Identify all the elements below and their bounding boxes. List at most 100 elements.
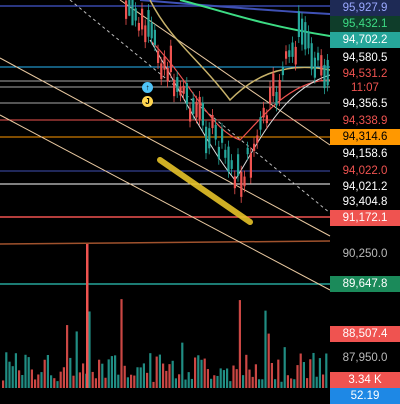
price-label: 94,314.6 <box>330 129 400 145</box>
candle-body <box>217 146 220 159</box>
candle-body <box>208 128 211 149</box>
candle-body <box>320 55 323 76</box>
volume-bar <box>24 354 27 388</box>
candle-body <box>214 124 217 140</box>
price-label: 94,158.6 <box>330 146 400 162</box>
candle-body <box>230 160 233 169</box>
price-axis[interactable]: 95,927.9 95,432.1 94,702.2 94,580.5 94,5… <box>328 0 400 404</box>
price-label: 94,022.0 <box>330 163 400 179</box>
candle-body <box>182 85 185 94</box>
candle-body <box>157 50 160 63</box>
price-label: 89,647.8 <box>330 276 400 292</box>
candle-body <box>125 0 128 19</box>
volume-bar <box>299 353 302 388</box>
volume-bar <box>56 381 59 388</box>
volume-bar <box>149 353 152 388</box>
volume-bar <box>66 325 69 388</box>
volume-bar <box>46 354 49 388</box>
ma-red <box>149 39 331 141</box>
price-label: 94,580.5 <box>330 50 400 66</box>
price-label: 94,356.5 <box>330 96 400 112</box>
volume-bar <box>27 357 30 388</box>
volume-bar <box>187 372 190 388</box>
volume-bar <box>312 352 315 388</box>
candle-body <box>297 11 300 37</box>
volume-bar <box>21 375 24 388</box>
candle-body <box>150 22 153 39</box>
volume-bar <box>296 365 299 388</box>
volume-bar <box>293 379 296 388</box>
volume-bar <box>11 366 14 388</box>
candle-body <box>169 45 172 73</box>
volume-bar <box>261 379 264 388</box>
volume-bar <box>174 378 177 388</box>
volume-bar <box>126 377 129 388</box>
candle-body <box>256 135 259 143</box>
volume-bar <box>229 381 232 388</box>
price-label: 88,507.4 <box>330 326 400 342</box>
trendline-lower <box>0 114 331 291</box>
volume-bar <box>30 369 33 388</box>
candle-body <box>141 8 144 30</box>
candle-body <box>272 73 275 97</box>
trendline-upper <box>0 57 331 237</box>
alert-marker-2[interactable]: J <box>142 96 153 107</box>
volume-bar <box>197 355 200 388</box>
volume-bar <box>158 354 161 388</box>
volume-bar <box>277 359 280 388</box>
volume-bar <box>165 370 168 388</box>
volume-bar <box>306 378 309 388</box>
price-label: 94,021.2 <box>330 179 400 195</box>
candle-body <box>176 77 179 92</box>
volume-bar <box>72 375 75 388</box>
volume-bar <box>302 362 305 388</box>
candle-body <box>237 154 240 176</box>
candle-body <box>163 56 166 70</box>
candle-body <box>291 42 294 57</box>
volume-bar <box>152 381 155 388</box>
candle-body <box>233 176 236 189</box>
candle-body <box>211 114 214 129</box>
candle-body <box>326 59 329 86</box>
candle-body <box>269 87 272 105</box>
candle-body <box>281 67 284 76</box>
volume-bar <box>184 379 187 388</box>
price-label: 95,432.1 <box>330 16 400 32</box>
ma-yellow <box>149 0 331 102</box>
candle-body <box>288 50 291 57</box>
volume-bar <box>133 375 136 388</box>
volume-bar <box>139 367 142 388</box>
candle-body <box>275 91 278 106</box>
candle-body <box>128 0 131 16</box>
candle-body <box>189 108 192 122</box>
volume-bar <box>200 359 203 388</box>
candle-body <box>317 52 320 61</box>
volume-bar <box>34 379 37 388</box>
candle-body <box>262 107 265 118</box>
volume-bar <box>168 364 171 388</box>
candle-body <box>179 86 182 96</box>
volume-bar <box>238 300 241 388</box>
volume-bar <box>2 380 5 388</box>
volume-bar <box>232 365 235 388</box>
candle-body <box>323 64 326 89</box>
candle-body <box>198 96 201 120</box>
volume-bar <box>219 368 222 388</box>
alert-marker-1[interactable]: ↑ <box>142 82 153 93</box>
candle-body <box>304 22 307 50</box>
price-label: 91,172.1 <box>330 210 400 226</box>
volume-bar <box>206 369 209 388</box>
volume-bar <box>222 370 225 388</box>
volume-bar <box>280 381 283 388</box>
candle-body <box>249 153 252 178</box>
volume-bar <box>226 368 229 388</box>
candle-body <box>243 176 246 187</box>
candle-body <box>240 171 243 197</box>
volume-bar <box>325 353 328 388</box>
volume-bar <box>98 359 101 388</box>
volume-bar <box>286 375 289 388</box>
volume-bar <box>290 378 293 388</box>
volume-bar <box>251 376 254 388</box>
volume-bar <box>136 367 139 388</box>
